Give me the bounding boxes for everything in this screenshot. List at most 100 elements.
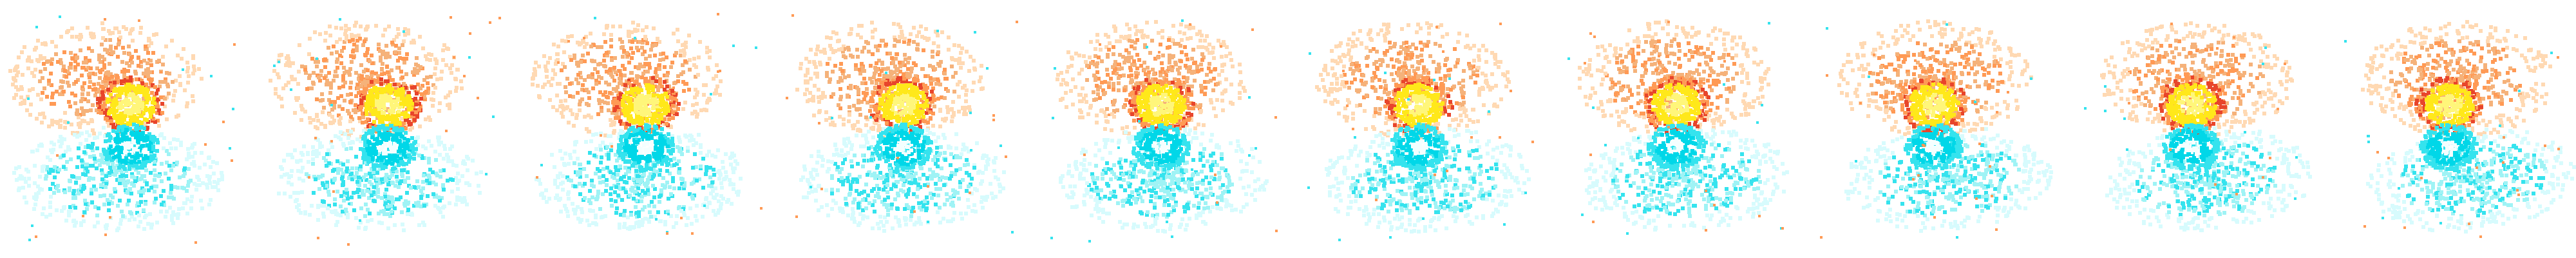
warm-cloud-pixel: [384, 44, 388, 48]
warm-cloud-pixel: [327, 98, 331, 102]
cool-cloud-pixel: [433, 195, 437, 199]
warm-cloud-pixel: [323, 125, 327, 129]
warm-cloud-pixel: [683, 52, 687, 55]
warm-core-pixel: [632, 121, 636, 124]
warm-cloud-pixel: [368, 59, 372, 63]
cool-cloud-pixel: [207, 203, 211, 206]
warm-cloud-pixel: [578, 108, 582, 112]
warm-cloud-pixel: [630, 40, 634, 44]
cool-cloud-pixel: [173, 213, 177, 217]
cool-core-pixel: [649, 167, 653, 171]
cool-core-pixel: [393, 159, 397, 163]
warm-cloud-pixel: [308, 116, 312, 120]
cool-core-pixel: [118, 163, 122, 166]
stray-speck: [339, 18, 341, 21]
cool-cloud-pixel: [187, 152, 191, 155]
cool-cloud-pixel: [565, 210, 569, 213]
cool-cloud-pixel: [95, 213, 99, 217]
cool-cloud-pixel: [160, 162, 164, 166]
warm-ring-pixel: [120, 79, 124, 83]
cool-cloud-pixel: [42, 206, 46, 210]
cool-cloud-pixel: [634, 221, 638, 225]
cool-core-pixel: [410, 136, 414, 140]
warm-core-pixel: [377, 115, 381, 119]
warm-core-pixel: [120, 121, 124, 125]
cool-cloud-pixel: [91, 148, 95, 152]
warm-cloud-pixel: [616, 94, 620, 97]
warm-cloud-pixel: [301, 108, 305, 112]
cool-cloud-pixel: [153, 201, 156, 204]
cool-core-pixel: [148, 137, 152, 141]
cool-core-pixel: [655, 132, 659, 135]
warm-cloud-pixel: [346, 129, 350, 133]
warm-core-pixel: [372, 109, 376, 113]
warm-cloud-pixel: [176, 54, 180, 57]
cool-core-pixel: [117, 128, 120, 132]
warm-cloud-pixel: [91, 128, 95, 132]
cool-cloud-pixel: [62, 165, 66, 169]
warm-cloud-pixel: [12, 76, 15, 80]
warm-core-pixel: [151, 106, 155, 110]
warm-core-pixel: [153, 101, 156, 105]
cool-core-pixel: [636, 158, 640, 162]
cool-cloud-pixel: [95, 135, 99, 139]
cool-cloud-pixel: [162, 203, 166, 207]
cool-core-pixel: [641, 156, 645, 160]
warm-cloud-pixel: [695, 115, 699, 119]
warm-cloud-pixel: [161, 55, 165, 59]
warm-core-pixel: [627, 110, 631, 114]
warm-cloud-pixel: [603, 101, 607, 104]
warm-cloud-pixel: [126, 69, 130, 73]
cool-cloud-pixel: [390, 210, 393, 213]
cool-cloud-pixel: [191, 143, 194, 147]
cool-cloud-pixel: [438, 199, 442, 203]
cool-cloud-pixel: [283, 192, 287, 195]
warm-core-pixel: [394, 91, 398, 95]
warm-cloud-pixel: [694, 88, 697, 92]
warm-cloud-pixel: [638, 40, 641, 44]
cool-cloud-pixel: [171, 164, 175, 168]
warm-core-pixel: [143, 117, 147, 121]
cool-cloud-pixel: [669, 192, 673, 196]
cool-cloud-pixel: [183, 166, 187, 170]
cool-core-pixel: [645, 142, 649, 146]
cool-core-pixel: [133, 146, 137, 150]
cool-cloud-pixel: [299, 159, 303, 163]
warm-ring-pixel: [369, 124, 373, 128]
cool-core-pixel: [370, 133, 374, 137]
warm-cloud-pixel: [672, 81, 676, 85]
warm-cloud-pixel: [52, 102, 56, 106]
warm-ring-pixel: [113, 81, 117, 84]
cool-core-pixel: [128, 153, 131, 157]
cool-cloud-pixel: [614, 199, 618, 203]
warm-core-pixel: [390, 112, 393, 115]
warm-ring-pixel: [110, 86, 114, 90]
warm-cloud-pixel: [715, 63, 719, 67]
cool-cloud-pixel: [658, 173, 661, 177]
warm-cloud-pixel: [531, 76, 535, 80]
cool-cloud-pixel: [211, 160, 215, 164]
cool-cloud-pixel: [437, 143, 441, 146]
warm-core-pixel: [377, 107, 381, 111]
cool-core-pixel: [371, 157, 375, 161]
warm-cloud-pixel: [357, 34, 361, 37]
cool-cloud-pixel: [433, 150, 437, 154]
cool-cloud-pixel: [712, 173, 716, 177]
cool-cloud-pixel: [346, 197, 350, 201]
warm-core-pixel: [137, 84, 140, 88]
cool-cloud-pixel: [471, 159, 475, 163]
warm-cloud-pixel: [365, 27, 368, 31]
cool-cloud-pixel: [138, 177, 142, 181]
cool-cloud-pixel: [64, 219, 68, 223]
cool-core-pixel: [398, 146, 402, 150]
warm-cloud-pixel: [137, 55, 140, 59]
cool-cloud-pixel: [318, 141, 322, 145]
cool-cloud-pixel: [573, 143, 577, 146]
cool-cloud-pixel: [573, 150, 576, 154]
warm-cloud-pixel: [415, 71, 419, 75]
warm-cloud-pixel: [640, 46, 644, 50]
warm-cloud-pixel: [319, 122, 323, 126]
cool-cloud-pixel: [653, 187, 657, 191]
cool-cloud-pixel: [714, 213, 717, 217]
warm-cloud-pixel: [98, 76, 102, 80]
